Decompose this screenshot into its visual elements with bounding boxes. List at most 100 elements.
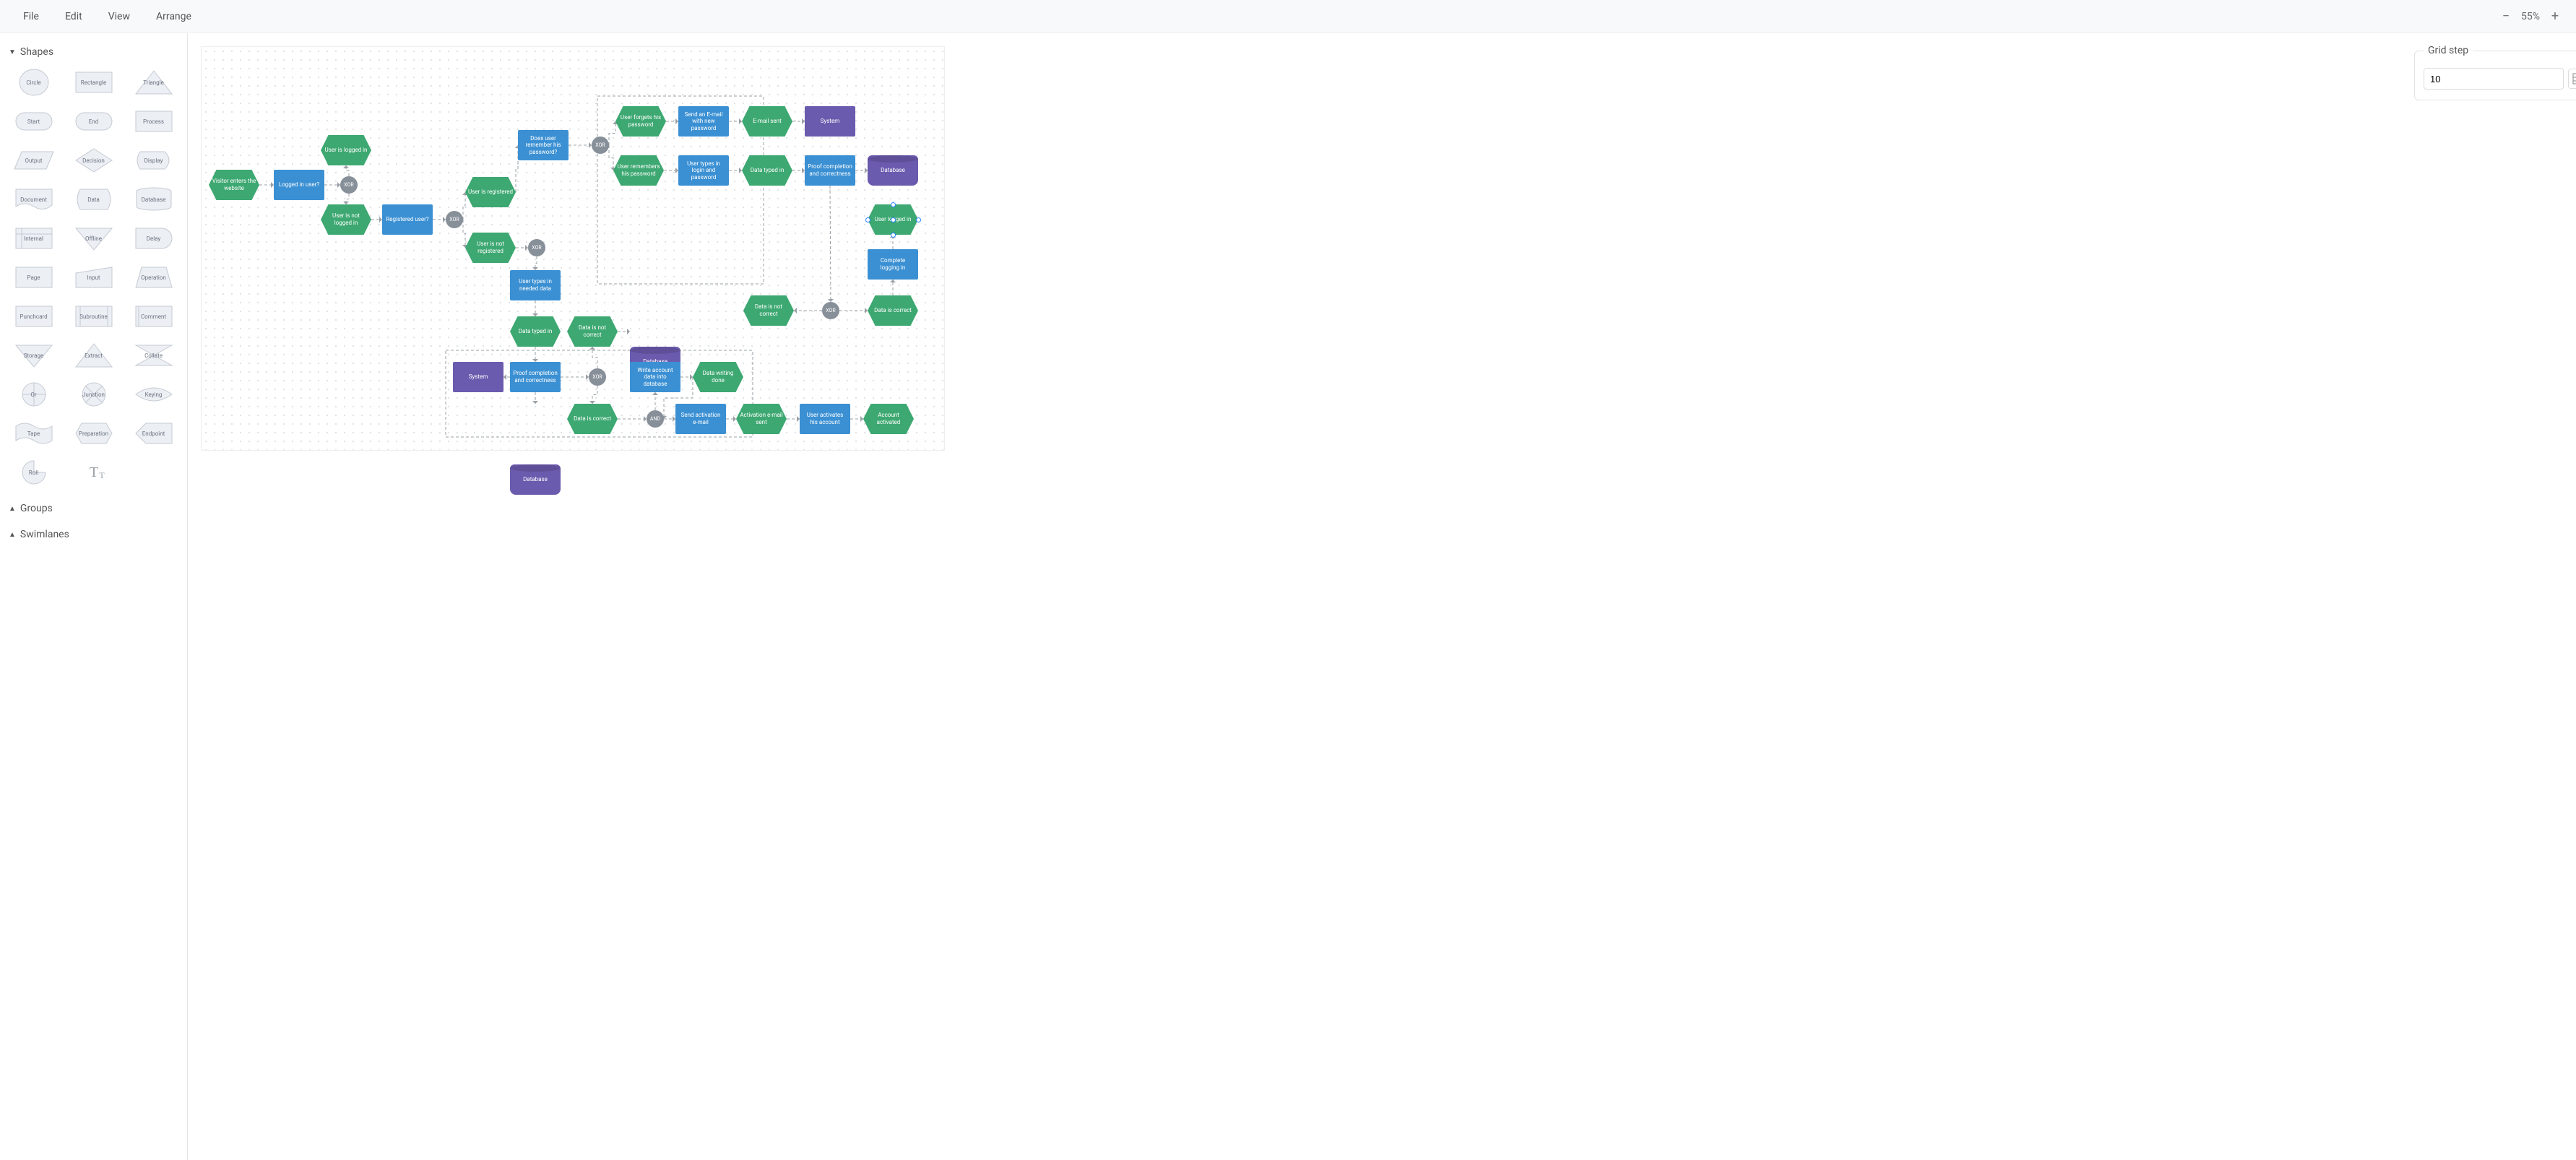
- menu-file[interactable]: File: [13, 7, 49, 27]
- zoom-in-icon[interactable]: +: [2547, 9, 2563, 25]
- shapes-title: Shapes: [20, 46, 53, 58]
- svg-text:T: T: [89, 464, 98, 480]
- chevron-up-icon: ▲: [9, 505, 16, 513]
- shape-triangle[interactable]: Triangle: [127, 66, 180, 98]
- shape-operation[interactable]: Operation: [127, 261, 180, 293]
- svg-text:T: T: [99, 470, 105, 480]
- node-n_writing_done[interactable]: Data writing done: [693, 362, 743, 392]
- node-n_complete_login[interactable]: Complete logging in: [868, 249, 918, 280]
- shape-input[interactable]: Input: [67, 261, 120, 293]
- grid-step-input[interactable]: [2424, 68, 2564, 90]
- node-g_xor5[interactable]: XOR: [589, 368, 606, 386]
- node-n_proof1[interactable]: Proof completion and correctness: [805, 155, 855, 186]
- shape-page[interactable]: Page: [7, 261, 60, 293]
- node-n_registered[interactable]: User is registered: [465, 177, 516, 207]
- node-n_logged[interactable]: User is logged in: [321, 135, 371, 165]
- node-n_system2[interactable]: System: [453, 362, 503, 392]
- selection-handle[interactable]: [891, 233, 896, 238]
- shape-process[interactable]: Process: [127, 105, 180, 137]
- node-n_forgets[interactable]: User forgets his password: [615, 106, 666, 137]
- node-g_xor3[interactable]: XOR: [592, 137, 609, 154]
- shape-tape[interactable]: Tape: [7, 417, 60, 449]
- shape-text[interactable]: TT: [67, 456, 120, 488]
- menu-edit[interactable]: Edit: [55, 7, 92, 27]
- grid-step-group: Grid step: [2414, 45, 2576, 100]
- shape-data[interactable]: Data: [67, 183, 120, 215]
- shapes-grid: CircleRectangleTriangle StartEndProcess Ou…: [7, 62, 180, 493]
- shapes-section-header[interactable]: ▼ Shapes: [7, 42, 180, 62]
- node-n_email_sent[interactable]: E-mail sent: [742, 106, 792, 137]
- shape-circle[interactable]: Circle: [7, 66, 60, 98]
- node-g_xor2[interactable]: XOR: [446, 211, 463, 228]
- node-n_proof2[interactable]: Proof completion and correctness: [510, 362, 561, 392]
- node-n_enters[interactable]: Visitor enters the website: [209, 170, 259, 200]
- shape-output[interactable]: Output: [7, 144, 60, 176]
- canvas[interactable]: Visitor enters the website Logged in user…: [201, 46, 945, 451]
- swimlanes-section-header[interactable]: ▲ Swimlanes: [7, 524, 180, 545]
- node-n_acct_activated[interactable]: Account activated: [863, 404, 914, 434]
- grid-step-label: Grid step: [2424, 45, 2473, 56]
- selection-center[interactable]: [891, 217, 896, 222]
- shape-junction[interactable]: Junction: [67, 378, 120, 410]
- selection-handle[interactable]: [865, 217, 870, 222]
- shape-start[interactable]: Start: [7, 105, 60, 137]
- node-n_not_registered[interactable]: User is not registered: [465, 233, 516, 263]
- groups-section-header[interactable]: ▲ Groups: [7, 498, 180, 519]
- node-n_system1[interactable]: System: [805, 106, 855, 137]
- node-g_xor1[interactable]: XOR: [340, 176, 358, 194]
- shape-end[interactable]: End: [67, 105, 120, 137]
- canvas-area[interactable]: Visitor enters the website Logged in user…: [188, 33, 2403, 1160]
- shape-database[interactable]: Database: [127, 183, 180, 215]
- shape-subroutine[interactable]: Subroutine: [67, 300, 120, 332]
- shape-storage[interactable]: Storage: [7, 339, 60, 371]
- zoom-out-icon[interactable]: −: [2498, 9, 2514, 25]
- node-g_xor2b[interactable]: XOR: [528, 239, 545, 256]
- node-g_xor4[interactable]: XOR: [822, 302, 839, 319]
- node-n_not_correct1[interactable]: Data is not correct: [567, 316, 618, 347]
- node-n_send_email[interactable]: Send an E-mail with new password: [678, 106, 729, 137]
- selection-handle[interactable]: [891, 202, 896, 207]
- shape-document[interactable]: Document: [7, 183, 60, 215]
- node-n_typed2[interactable]: Data typed in: [510, 316, 561, 347]
- node-n_logged_q[interactable]: Logged in user?: [274, 170, 324, 200]
- node-g_and1[interactable]: AND: [647, 410, 664, 428]
- zoom-level: 55%: [2521, 11, 2540, 22]
- shape-comment[interactable]: Comment: [127, 300, 180, 332]
- shape-decision[interactable]: Decision: [67, 144, 120, 176]
- node-n_data_correct2[interactable]: Data is correct: [868, 295, 918, 326]
- shape-punchcard[interactable]: Punchcard: [7, 300, 60, 332]
- node-n_write_acct[interactable]: Write account data into database: [630, 362, 680, 392]
- node-n_remember_q[interactable]: Does user remember his password?: [518, 130, 569, 160]
- node-n_user_activates[interactable]: User activates his account: [800, 404, 850, 434]
- shape-preparation[interactable]: Preparation: [67, 417, 120, 449]
- shape-extract[interactable]: Extract: [67, 339, 120, 371]
- node-n_types_login[interactable]: User types in login and password: [678, 155, 729, 186]
- menu-arrange[interactable]: Arrange: [146, 7, 202, 27]
- node-n_db3[interactable]: Database: [510, 464, 561, 495]
- selection-handle[interactable]: [916, 217, 921, 222]
- menu-view[interactable]: View: [98, 7, 140, 27]
- inspector-panel: Grid step: [2403, 33, 2576, 1160]
- shape-offline[interactable]: Offline: [67, 222, 120, 254]
- node-n_send_activation[interactable]: Send activation e-mail: [675, 404, 726, 434]
- shape-delay[interactable]: Delay: [127, 222, 180, 254]
- node-n_activation_sent[interactable]: Activation e-mail sent: [736, 404, 787, 434]
- node-n_typed1[interactable]: Data typed in: [742, 155, 792, 186]
- grid-icon[interactable]: [2568, 69, 2576, 89]
- shape-or[interactable]: Or: [7, 378, 60, 410]
- shape-collate[interactable]: Collate: [127, 339, 180, 371]
- shape-rectangle[interactable]: Rectangle: [67, 66, 120, 98]
- chevron-up-icon: ▲: [9, 531, 16, 539]
- node-n_data_correct1[interactable]: Data is correct: [567, 404, 618, 434]
- node-n_reg_q[interactable]: Registered user?: [382, 204, 433, 235]
- shape-keying[interactable]: Keying: [127, 378, 180, 410]
- node-n_db1[interactable]: Database: [868, 155, 918, 186]
- node-n_remembers[interactable]: User remembers his password: [613, 155, 664, 186]
- shape-display[interactable]: Display: [127, 144, 180, 176]
- shape-internal[interactable]: Internal: [7, 222, 60, 254]
- shape-roll[interactable]: Roll: [7, 456, 60, 488]
- node-n_types_needed[interactable]: User types in needed data: [510, 270, 561, 300]
- shape-endpoint[interactable]: Endpoint: [127, 417, 180, 449]
- node-n_data_not_correct2[interactable]: Data is not correct: [743, 295, 794, 326]
- node-n_not_logged[interactable]: User is not logged in: [321, 204, 371, 235]
